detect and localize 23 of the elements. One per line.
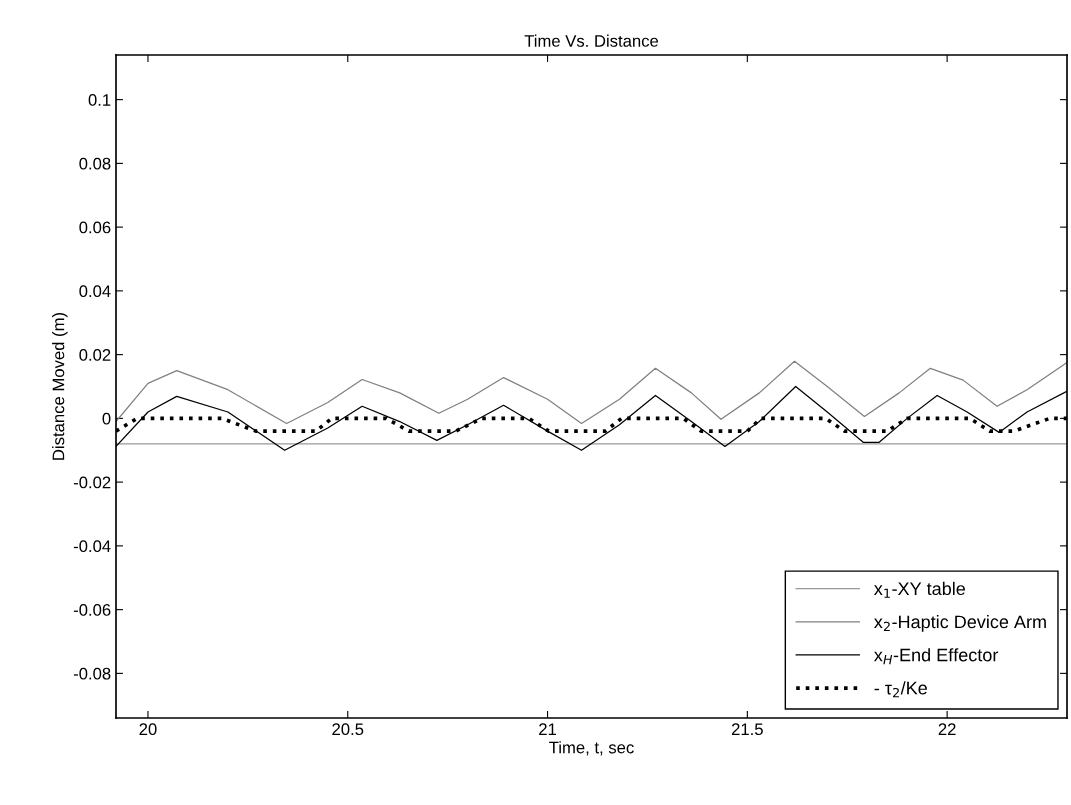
legend-label: x$_{H}$-End Effector [874, 648, 999, 665]
y-tick-label: 0.04 [79, 285, 111, 298]
y-tick-label: -0.02 [73, 476, 111, 489]
x-tick-label: 21 [539, 723, 556, 735]
x-tick-label: 20.5 [332, 723, 364, 736]
y-tick-label: 0.1 [88, 94, 111, 106]
y-tick-label: 0 [102, 412, 111, 425]
y-axis-title: Distance Moved (m) [52, 312, 68, 460]
legend-label: x$_{1}$-XY table [874, 581, 966, 598]
y-tick-label: -0.08 [73, 667, 111, 680]
chart-title: Time Vs. Distance [524, 34, 659, 47]
y-tick-label: -0.04 [73, 540, 111, 553]
legend-label: - τ$_{2}$/Ke [874, 681, 927, 698]
y-tick-label: 0.08 [79, 157, 111, 170]
legend-label: x$_{2}$-Haptic Device Arm [874, 615, 1046, 632]
x-tick-label: 20 [139, 723, 157, 736]
y-tick-label: 0.02 [79, 349, 111, 361]
x-axis-title: Time, t, sec [549, 741, 634, 756]
x-tick-label: 21.5 [731, 723, 763, 736]
line-series [116, 360, 1067, 425]
y-tick-label: 0.06 [79, 221, 111, 234]
y-tick-label: -0.06 [73, 604, 111, 616]
x-tick-label: 22 [938, 723, 956, 735]
